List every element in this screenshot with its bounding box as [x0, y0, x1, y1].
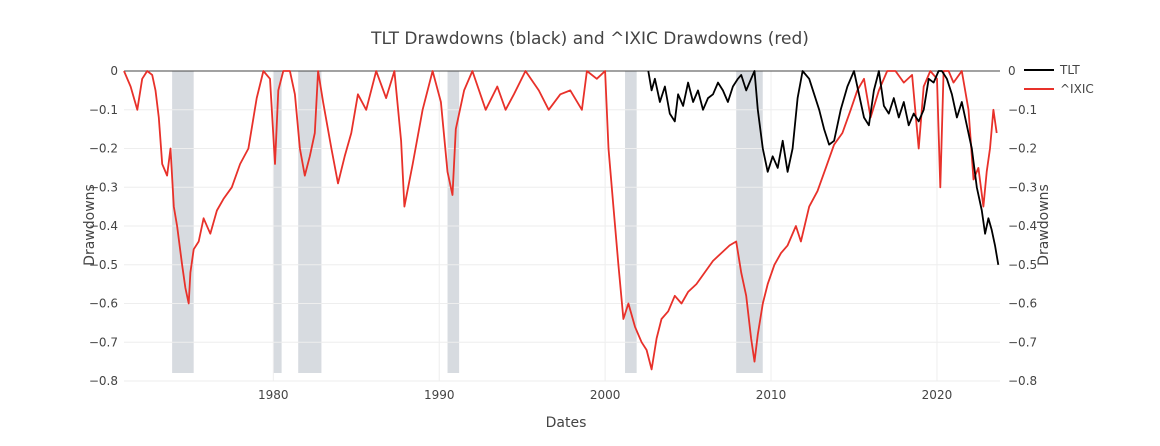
- y-tick-label-right: −0.1: [1008, 103, 1037, 117]
- x-tick-label: 1980: [258, 388, 289, 402]
- legend-label-ixic: ^IXIC: [1060, 82, 1094, 96]
- recession-band: [172, 71, 194, 373]
- y-tick-label-left: −0.7: [89, 335, 118, 349]
- y-tick-label-right: −0.8: [1008, 374, 1037, 388]
- y-tick-label-left: −0.6: [89, 297, 118, 311]
- ixic-series-line: [123, 70, 998, 371]
- recession-band: [273, 71, 282, 373]
- recession-band: [298, 71, 322, 373]
- recession-band: [447, 71, 460, 373]
- x-tick-label: 2020: [922, 388, 953, 402]
- y-tick-label-left: −0.1: [89, 103, 118, 117]
- x-tick-label: 2000: [590, 388, 621, 402]
- y-tick-label-right: −0.6: [1008, 297, 1037, 311]
- y-tick-label-left: −0.2: [89, 142, 118, 156]
- y-tick-label-left: −0.4: [89, 219, 118, 233]
- y-tick-label-left: −0.3: [89, 180, 118, 194]
- y-tick-label-right: −0.4: [1008, 219, 1037, 233]
- legend[interactable]: TLT ^IXIC: [1024, 63, 1094, 96]
- y-tick-label-right: −0.2: [1008, 142, 1037, 156]
- y-tick-label-right: −0.3: [1008, 180, 1037, 194]
- y-tick-label-left: 0: [110, 64, 118, 78]
- x-tick-label: 2010: [756, 388, 787, 402]
- x-axis-title: Dates: [546, 415, 587, 431]
- y-axis-title-right: Drawdowns: [1036, 184, 1052, 266]
- y-tick-label-right: −0.5: [1008, 258, 1037, 272]
- y-tick-label-left: −0.5: [89, 258, 118, 272]
- chart-title: TLT Drawdowns (black) and ^IXIC Drawdown…: [370, 29, 809, 49]
- legend-label-tlt: TLT: [1059, 63, 1080, 77]
- tlt-series-line: [647, 70, 1000, 265]
- recession-band: [625, 71, 637, 373]
- y-tick-label-right: 0: [1008, 64, 1016, 78]
- y-tick-label-right: −0.7: [1008, 335, 1037, 349]
- y-tick-label-left: −0.8: [89, 374, 118, 388]
- y-axis-title-left: Drawdowns: [82, 184, 98, 266]
- x-tick-label: 1990: [424, 388, 455, 402]
- legend-item-ixic[interactable]: ^IXIC: [1024, 82, 1094, 96]
- legend-item-tlt[interactable]: TLT: [1024, 63, 1080, 77]
